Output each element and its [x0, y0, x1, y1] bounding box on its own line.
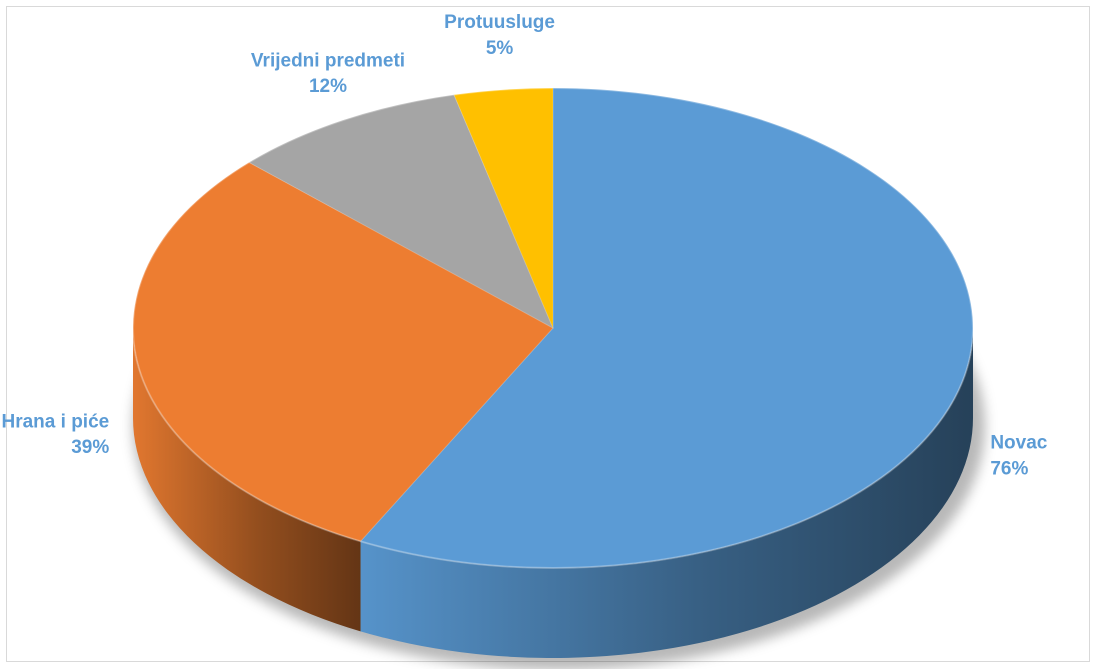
- data-label-value: 5%: [486, 38, 514, 59]
- data-label-novac: Novac 76%: [990, 433, 1047, 480]
- data-label-category: Vrijedni predmeti: [251, 50, 405, 71]
- pie-side-hrana-i-pice: [133, 328, 361, 632]
- pie-slice-protuusluge: [453, 87, 554, 329]
- pie-slice-hrana-i-pice: [132, 161, 554, 542]
- pie-side-novac: [360, 328, 973, 659]
- data-label-category: Hrana i piće: [2, 412, 110, 433]
- data-label-category: Novac: [990, 433, 1047, 454]
- pie-rim: [132, 87, 974, 569]
- data-label-value: 39%: [71, 437, 109, 458]
- data-label-hrana-i-pice: Hrana i piće 39%: [2, 412, 110, 459]
- data-label-value: 76%: [990, 458, 1028, 479]
- data-label-vrijedni-predmeti: Vrijedni predmeti 12%: [251, 50, 405, 97]
- data-label-category: Protuusluge: [444, 12, 555, 33]
- pie-slice-novac: [359, 87, 974, 569]
- data-label-value: 12%: [309, 76, 347, 97]
- data-label-protuusluge: Protuusluge 5%: [444, 12, 555, 59]
- pie-slice-vrijedni-predmeti: [248, 94, 555, 330]
